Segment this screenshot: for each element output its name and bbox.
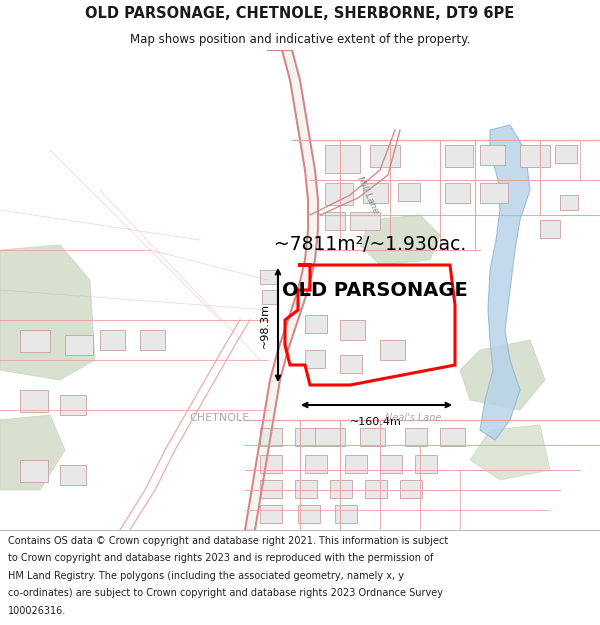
Polygon shape	[405, 428, 427, 446]
Polygon shape	[520, 145, 550, 167]
Polygon shape	[325, 145, 360, 173]
Text: ~98.3m: ~98.3m	[260, 302, 270, 348]
Polygon shape	[480, 145, 505, 165]
Polygon shape	[245, 50, 318, 530]
Polygon shape	[365, 480, 387, 498]
Polygon shape	[340, 355, 362, 373]
Polygon shape	[305, 350, 325, 368]
Text: ~160.4m: ~160.4m	[350, 417, 402, 427]
Polygon shape	[140, 330, 165, 350]
Polygon shape	[445, 145, 473, 167]
Polygon shape	[560, 195, 578, 210]
Polygon shape	[335, 505, 357, 523]
Text: to Crown copyright and database rights 2023 and is reproduced with the permissio: to Crown copyright and database rights 2…	[8, 553, 433, 563]
Polygon shape	[345, 455, 367, 473]
Polygon shape	[370, 145, 400, 167]
Polygon shape	[325, 212, 345, 230]
Polygon shape	[460, 340, 545, 410]
Polygon shape	[305, 315, 327, 333]
Polygon shape	[380, 340, 405, 360]
Polygon shape	[360, 428, 385, 446]
Polygon shape	[0, 415, 65, 490]
Text: CHETNOLE: CHETNOLE	[190, 413, 250, 423]
Polygon shape	[60, 395, 86, 415]
Text: OLD PARSONAGE: OLD PARSONAGE	[282, 281, 468, 299]
Polygon shape	[260, 270, 278, 284]
Polygon shape	[325, 183, 353, 205]
Polygon shape	[415, 455, 437, 473]
Polygon shape	[363, 183, 388, 203]
Polygon shape	[540, 220, 560, 238]
Polygon shape	[380, 455, 402, 473]
Text: ~7811m²/~1.930ac.: ~7811m²/~1.930ac.	[274, 236, 466, 254]
Text: Contains OS data © Crown copyright and database right 2021. This information is : Contains OS data © Crown copyright and d…	[8, 536, 448, 546]
Polygon shape	[65, 335, 93, 355]
Polygon shape	[480, 125, 530, 440]
Polygon shape	[298, 505, 320, 523]
Polygon shape	[470, 425, 550, 480]
Polygon shape	[100, 330, 125, 350]
Text: OLD PARSONAGE, CHETNOLE, SHERBORNE, DT9 6PE: OLD PARSONAGE, CHETNOLE, SHERBORNE, DT9 …	[85, 6, 515, 21]
Polygon shape	[260, 428, 282, 446]
Text: HM Land Registry. The polygons (including the associated geometry, namely x, y: HM Land Registry. The polygons (includin…	[8, 571, 404, 581]
Text: Map shows position and indicative extent of the property.: Map shows position and indicative extent…	[130, 32, 470, 46]
Polygon shape	[260, 505, 282, 523]
Polygon shape	[360, 215, 440, 265]
Polygon shape	[262, 290, 278, 304]
Text: Neal's Lane: Neal's Lane	[385, 413, 442, 423]
Polygon shape	[480, 183, 508, 203]
Polygon shape	[20, 330, 50, 352]
Polygon shape	[60, 465, 86, 485]
Text: 100026316.: 100026316.	[8, 606, 66, 616]
Polygon shape	[260, 480, 282, 498]
Polygon shape	[260, 455, 282, 473]
Polygon shape	[398, 183, 420, 201]
Polygon shape	[350, 212, 380, 230]
Polygon shape	[0, 245, 95, 380]
Polygon shape	[305, 455, 327, 473]
Polygon shape	[445, 183, 470, 203]
Polygon shape	[20, 390, 48, 412]
Polygon shape	[330, 480, 352, 498]
Polygon shape	[295, 480, 317, 498]
Polygon shape	[440, 428, 465, 446]
Text: co-ordinates) are subject to Crown copyright and database rights 2023 Ordnance S: co-ordinates) are subject to Crown copyr…	[8, 588, 443, 598]
Polygon shape	[20, 460, 48, 482]
Polygon shape	[340, 320, 365, 340]
Polygon shape	[555, 145, 577, 163]
Polygon shape	[315, 428, 345, 446]
Polygon shape	[295, 428, 317, 446]
Polygon shape	[400, 480, 422, 498]
Text: Mill Lane: Mill Lane	[355, 175, 380, 215]
